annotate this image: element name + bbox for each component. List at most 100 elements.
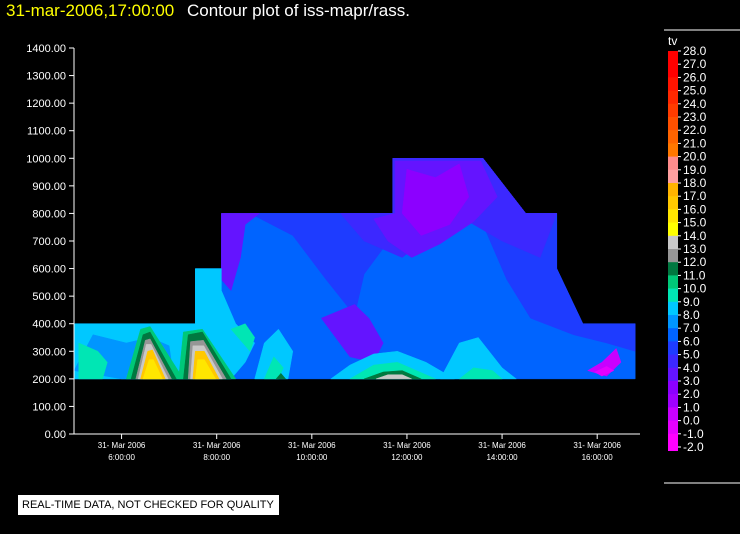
y-tick-label: 900.00 bbox=[32, 181, 66, 193]
x-tick-date: 31- Mar 2006 bbox=[478, 441, 526, 450]
legend-swatch bbox=[668, 143, 678, 158]
legend-level-label: 5.0 bbox=[683, 348, 700, 362]
legend-level-label: 6.0 bbox=[683, 334, 700, 348]
legend-swatch bbox=[668, 222, 678, 237]
x-tick-time: 12:00:00 bbox=[391, 453, 423, 462]
legend-swatch bbox=[668, 156, 678, 171]
legend-level-label: 7.0 bbox=[683, 321, 700, 335]
legend-level-label: 11.0 bbox=[683, 268, 706, 282]
legend-swatch-end bbox=[668, 447, 678, 451]
legend-swatch bbox=[668, 196, 678, 210]
region-green-mid-10 bbox=[275, 372, 287, 380]
region-cyan-left bbox=[78, 342, 108, 380]
legend-level-label: 8.0 bbox=[683, 308, 700, 322]
y-tick-label: 300.00 bbox=[32, 346, 66, 358]
legend-level-label: 4.0 bbox=[683, 361, 700, 375]
region-violet-low bbox=[320, 304, 384, 363]
y-tick-label: 600.00 bbox=[32, 264, 66, 276]
quality-disclaimer: REAL-TIME DATA, NOT CHECKED FOR QUALITY bbox=[18, 495, 279, 515]
legend-level-label: 2.0 bbox=[683, 387, 700, 401]
y-tick-label: 100.00 bbox=[32, 401, 66, 413]
region-teal-low-14 bbox=[458, 367, 503, 380]
y-tick-label: 700.00 bbox=[32, 236, 66, 248]
legend-swatch bbox=[668, 262, 678, 276]
legend-swatch bbox=[668, 433, 678, 448]
x-tick-time: 8:00:00 bbox=[203, 453, 230, 462]
legend-swatch bbox=[668, 420, 678, 435]
legend-swatch bbox=[668, 341, 678, 356]
legend-level-label: 28.0 bbox=[683, 44, 707, 58]
legend-level-label: 25.0 bbox=[683, 84, 707, 98]
legend-swatch bbox=[668, 315, 678, 329]
region-yellow-peak-a bbox=[142, 359, 163, 380]
y-tick-label: 400.00 bbox=[32, 319, 66, 331]
x-tick-date: 31- Mar 2006 bbox=[383, 441, 431, 450]
legend-level-label: 19.0 bbox=[683, 163, 707, 177]
legend-swatch bbox=[668, 249, 678, 263]
region-sky-low-14 bbox=[439, 337, 518, 380]
y-tick-label: 1200.00 bbox=[26, 98, 66, 110]
legend-swatch bbox=[668, 381, 678, 395]
legend-level-label: 3.0 bbox=[683, 374, 700, 388]
y-tick-label: 1100.00 bbox=[27, 126, 66, 138]
legend-swatch bbox=[668, 275, 678, 290]
chart-header: 31-mar-2006,17:00:00 Contour plot of iss… bbox=[6, 1, 410, 21]
legend-level-label: 26.0 bbox=[683, 70, 707, 84]
x-tick-time: 16:00:00 bbox=[582, 453, 614, 462]
legend-level-label: 24.0 bbox=[683, 97, 707, 111]
y-tick-label: 800.00 bbox=[32, 208, 66, 220]
legend-swatch bbox=[668, 117, 678, 131]
legend-swatch bbox=[668, 51, 678, 65]
region-cyan-mid-8 bbox=[230, 323, 255, 352]
legend-level-label: 14.0 bbox=[683, 229, 707, 243]
x-tick-time: 6:00:00 bbox=[108, 453, 135, 462]
legend-title: tv bbox=[668, 34, 677, 48]
legend-swatch bbox=[668, 77, 678, 92]
chart-title: Contour plot of iss-mapr/rass. bbox=[186, 1, 410, 20]
legend-level-label: 27.0 bbox=[683, 57, 707, 71]
legend-level-label: 9.0 bbox=[683, 295, 700, 309]
legend-level-label: 17.0 bbox=[683, 189, 707, 203]
x-tick-date: 31- Mar 2006 bbox=[98, 441, 146, 450]
region-magenta-core bbox=[594, 366, 615, 377]
legend-level-label: 12.0 bbox=[683, 255, 707, 269]
legend-swatch bbox=[668, 235, 678, 250]
legend-swatch bbox=[668, 64, 678, 78]
legend-swatch bbox=[668, 328, 678, 342]
timestamp-label: 31-mar-2006,17:00:00 bbox=[6, 1, 175, 20]
x-tick-time: 10:00:00 bbox=[296, 453, 328, 462]
legend-level-label: 16.0 bbox=[683, 202, 707, 216]
x-tick-date: 31- Mar 2006 bbox=[573, 441, 621, 450]
y-tick-label: 0.00 bbox=[45, 429, 66, 441]
legend-level-label: 21.0 bbox=[683, 136, 707, 150]
legend-swatch bbox=[668, 130, 678, 144]
legend-swatch bbox=[668, 394, 678, 408]
plot-axes: 0.00 100.00 200.00 300.00 400.00 500.00 600.00… bbox=[26, 43, 640, 462]
legend-level-label: 20.0 bbox=[683, 150, 707, 164]
y-tick-label: 500.00 bbox=[32, 291, 66, 303]
legend-swatch bbox=[668, 169, 678, 184]
legend-level-label: 10.0 bbox=[683, 282, 707, 296]
y-tick-label: 1400.00 bbox=[26, 43, 66, 55]
legend-level-label: 22.0 bbox=[683, 123, 707, 137]
region-yellow-peak-b bbox=[195, 359, 217, 380]
legend-level-label: 15.0 bbox=[683, 216, 707, 230]
color-legend: tv 28.027.026.025.024.023.022.021.020.019… bbox=[664, 29, 740, 484]
legend-swatch bbox=[668, 301, 678, 316]
x-tick-date: 31- Mar 2006 bbox=[193, 441, 241, 450]
legend-level-label: -1.0 bbox=[683, 427, 704, 441]
y-tick-label: 1000.00 bbox=[26, 153, 66, 165]
legend-swatch bbox=[668, 103, 678, 118]
legend-swatch bbox=[668, 183, 678, 197]
legend-level-label: 0.0 bbox=[683, 414, 700, 428]
y-tick-label: 1300.00 bbox=[26, 71, 66, 83]
legend-level-label: 23.0 bbox=[683, 110, 707, 124]
y-tick-label: 200.00 bbox=[32, 374, 66, 386]
legend-level-label: 1.0 bbox=[683, 400, 700, 414]
legend-swatch bbox=[668, 288, 678, 303]
legend-level-label: 18.0 bbox=[683, 176, 707, 190]
region-teal-mid-10 bbox=[263, 356, 284, 380]
x-tick-date: 31- Mar 2006 bbox=[288, 441, 336, 450]
